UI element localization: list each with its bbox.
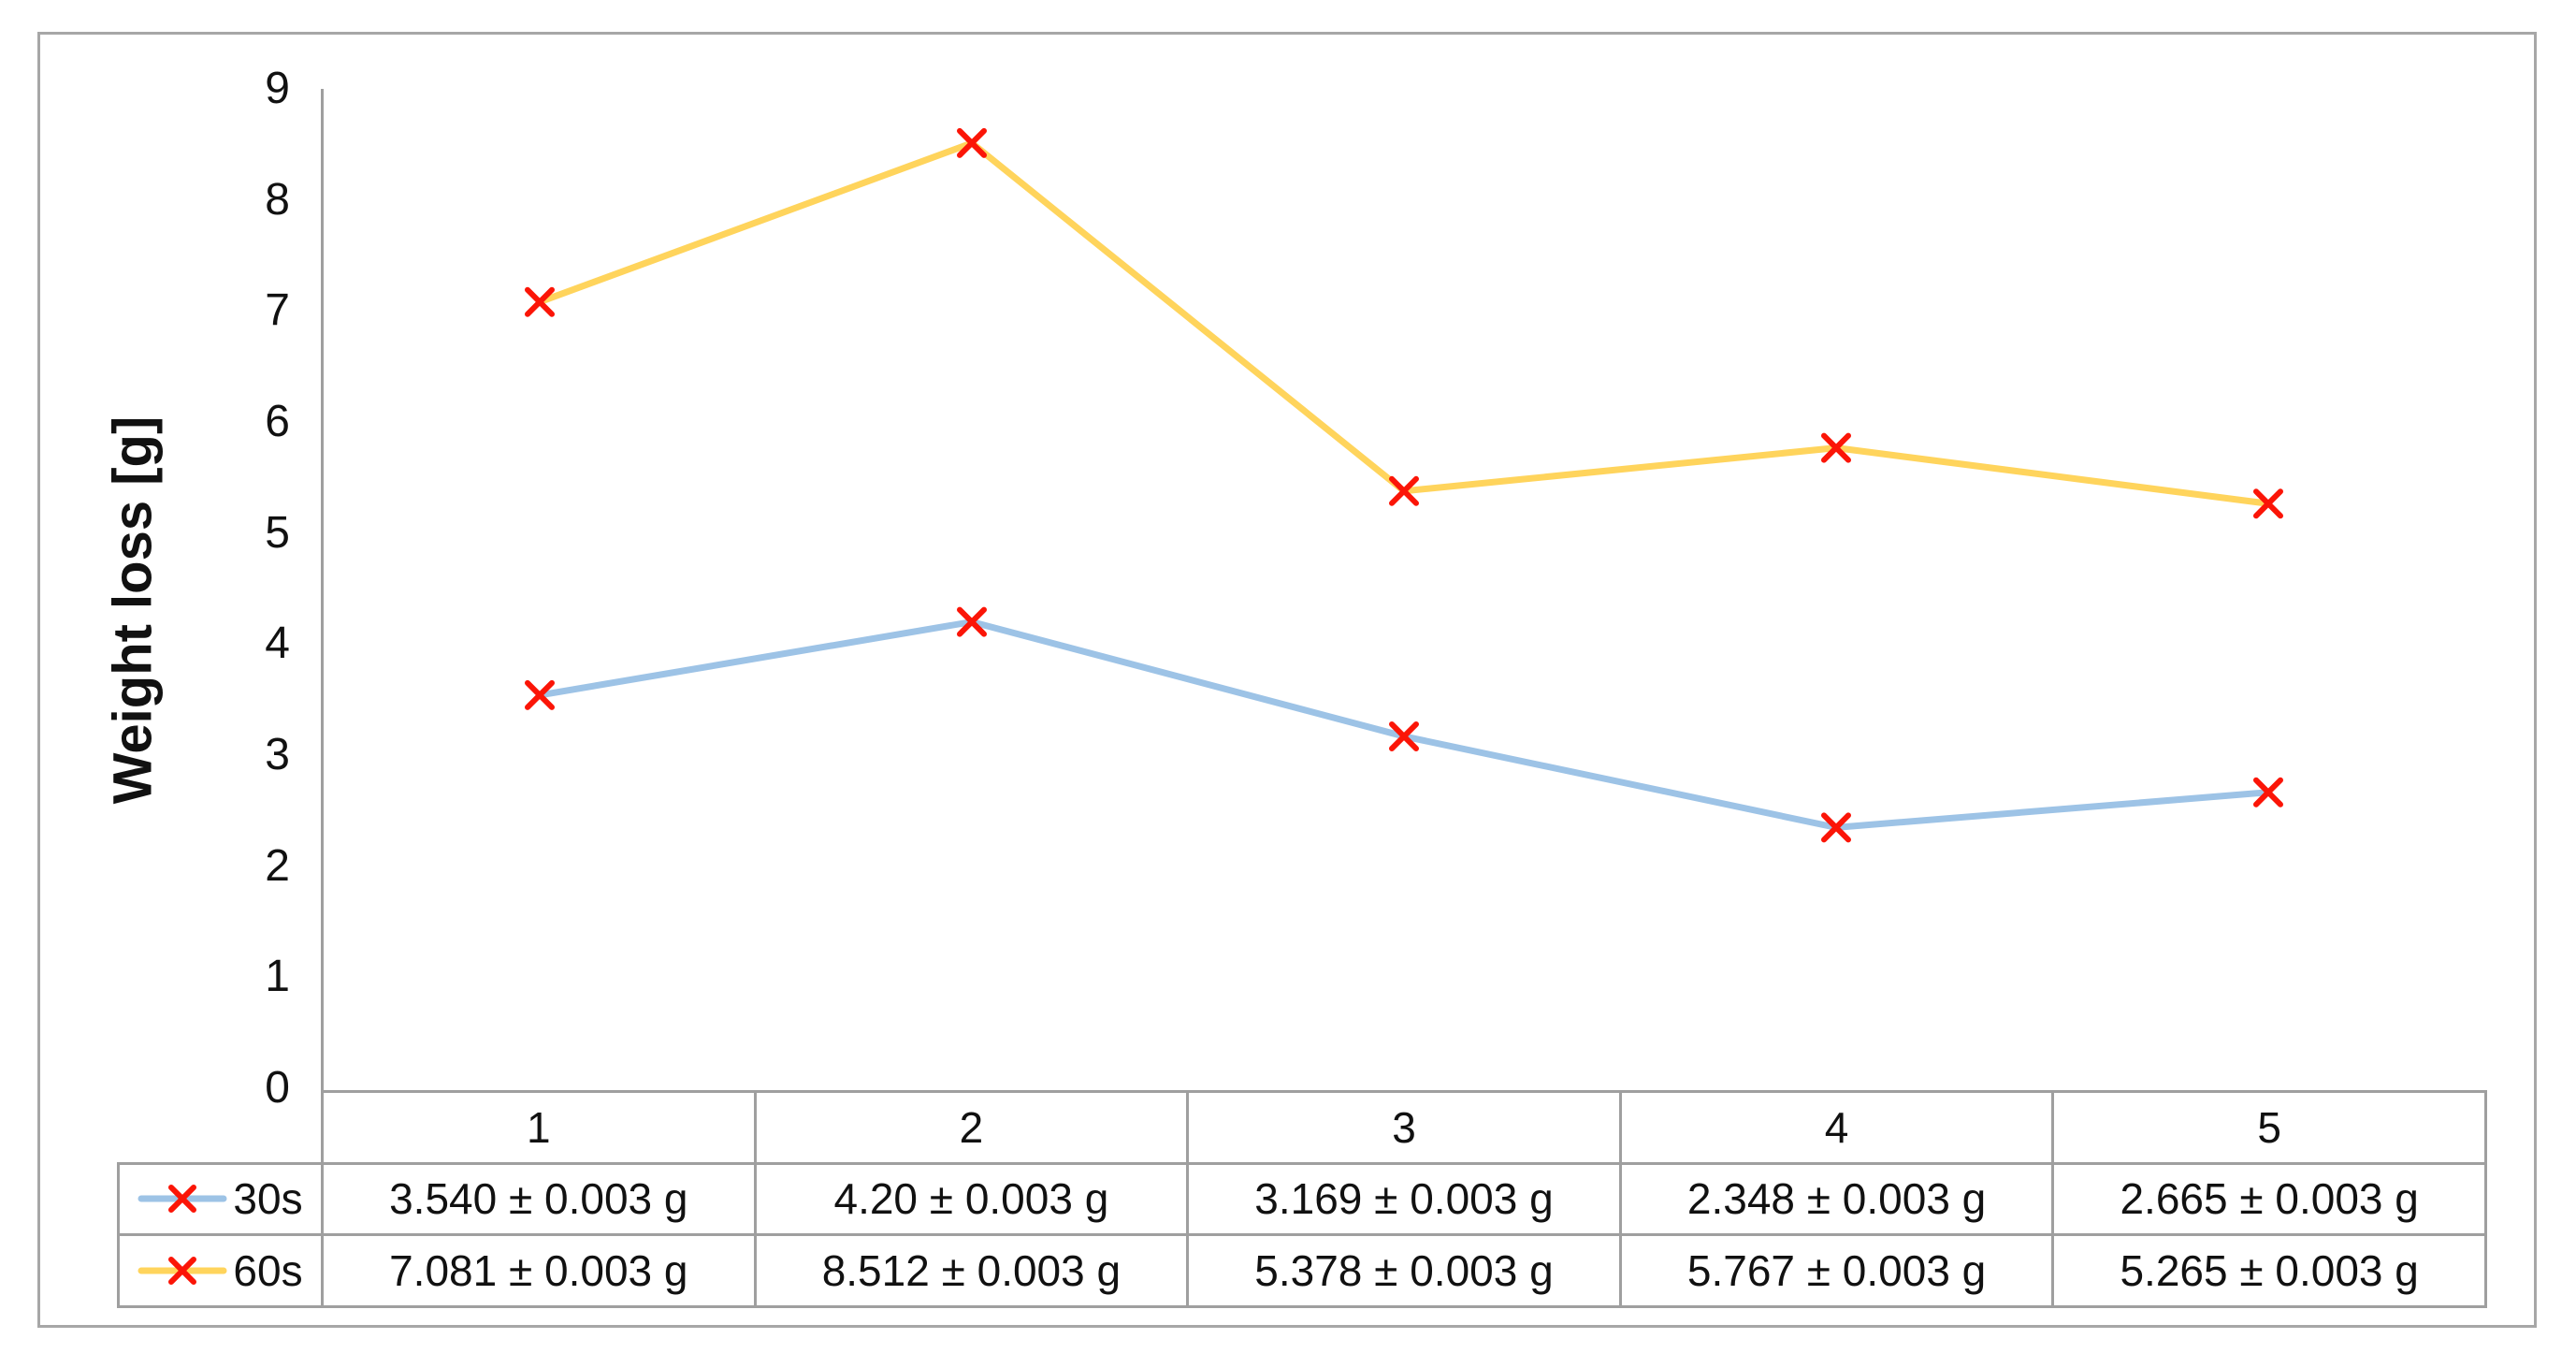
table-cell-30s-4: 2.348 ± 0.003 g — [1618, 1161, 2055, 1237]
y-tick-label-2: 2 — [265, 841, 290, 891]
table-cell-30s-2: 4.20 ± 0.003 g — [753, 1161, 1190, 1237]
table-cell-60s-1: 7.081 ± 0.003 g — [321, 1233, 757, 1308]
table-cell-60s-3: 5.378 ± 0.003 g — [1186, 1233, 1622, 1308]
y-axis-title: Weight loss [g] — [102, 415, 164, 805]
table-row-30s: 30s 3.540 ± 0.003 g 4.20 ± 0.003 g 3.169… — [117, 1161, 2487, 1237]
y-axis-line — [321, 89, 324, 1090]
legend-x-marker-60s — [168, 1257, 197, 1286]
table-corner-spacer — [119, 1092, 323, 1164]
y-tick-label-0: 0 — [265, 1063, 290, 1113]
legend-label-60s: 60s — [233, 1246, 303, 1296]
table-cell-60s-4: 5.767 ± 0.003 g — [1618, 1233, 2055, 1308]
y-tick-label-7: 7 — [265, 285, 290, 335]
table-header-cell-3: 3 — [1186, 1090, 1622, 1165]
series-30s-key-icon — [137, 1185, 227, 1214]
table-cell-30s-1: 3.540 ± 0.003 g — [321, 1161, 757, 1237]
table-cell-60s-2: 8.512 ± 0.003 g — [753, 1233, 1190, 1308]
legend-x-marker-30s — [168, 1185, 197, 1214]
table-header-cell-4: 4 — [1618, 1090, 2055, 1165]
table-cell-60s-5: 5.265 ± 0.003 g — [2051, 1233, 2487, 1308]
y-tick-label-4: 4 — [265, 619, 290, 668]
y-tick-label-8: 8 — [265, 175, 290, 225]
table-cell-30s-5: 2.665 ± 0.003 g — [2051, 1161, 2487, 1237]
y-tick-label-5: 5 — [265, 508, 290, 558]
chart-data-table: 1 2 3 4 5 30s 3.540 ± 0.003 g 4.20 ± 0.0… — [117, 1090, 2487, 1308]
legend-label-30s: 30s — [233, 1174, 303, 1224]
table-header-cell-2: 2 — [753, 1090, 1190, 1165]
y-tick-label-9: 9 — [265, 64, 290, 113]
table-header-row: 1 2 3 4 5 — [119, 1090, 2487, 1165]
table-row-60s: 60s 7.081 ± 0.003 g 8.512 ± 0.003 g 5.37… — [117, 1233, 2487, 1308]
y-tick-label-3: 3 — [265, 730, 290, 779]
table-header-cell-1: 1 — [321, 1090, 757, 1165]
legend-cell-60s: 60s — [117, 1233, 324, 1308]
y-tick-label-1: 1 — [265, 952, 290, 1001]
series-60s-key-icon — [137, 1257, 227, 1286]
table-cell-30s-3: 3.169 ± 0.003 g — [1186, 1161, 1622, 1237]
legend-cell-30s: 30s — [117, 1161, 324, 1237]
table-header-cell-5: 5 — [2051, 1090, 2487, 1165]
y-tick-label-6: 6 — [265, 397, 290, 446]
